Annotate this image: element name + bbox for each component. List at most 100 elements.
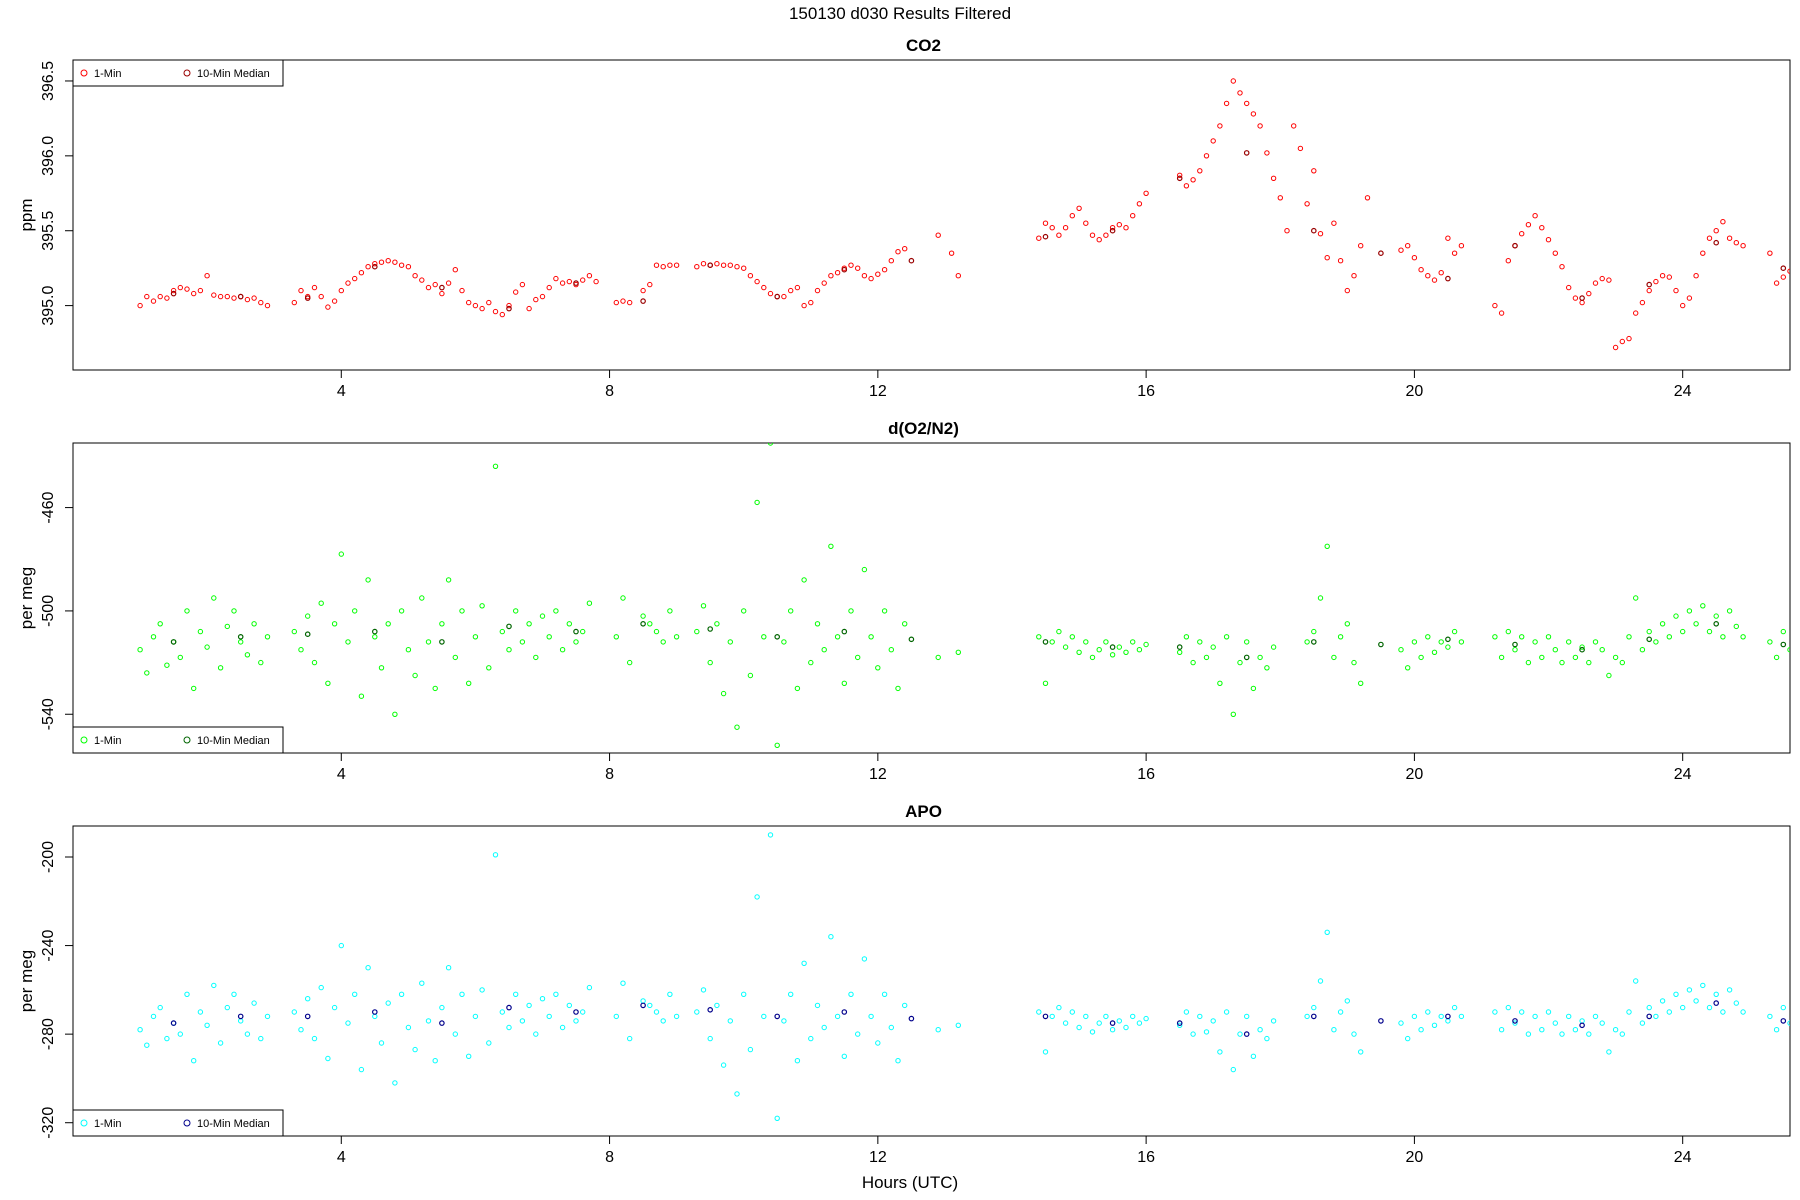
one-min-point [1062,644,1069,650]
median-point [506,623,512,630]
one-min-point [1773,654,1780,661]
one-min-point [1089,232,1096,238]
one-min-point [231,608,237,614]
one-min-point [439,621,445,627]
one-min-point [1270,175,1277,182]
one-min-point [1130,1013,1136,1020]
one-min-point [1519,231,1525,237]
one-min-point [365,577,371,583]
one-min-point [868,1013,874,1020]
one-min-point [1639,299,1646,306]
median-point [908,636,915,643]
one-min-point [137,1027,143,1033]
one-min-point [1177,1022,1183,1029]
one-min-point [855,654,861,661]
one-min-point [841,1053,847,1060]
one-min-point [781,1018,787,1024]
one-min-point [788,287,794,294]
one-min-point [1458,1013,1465,1020]
one-min-point [1042,1049,1049,1055]
one-min-point [1599,275,1605,282]
one-min-point [1062,1020,1069,1026]
one-min-point [1089,654,1096,661]
one-min-point [1237,90,1243,96]
one-min-point [1049,1013,1055,1020]
median-point [371,628,378,635]
one-min-point [620,980,626,986]
one-min-point [238,639,244,645]
one-min-point [902,246,908,252]
one-min-point [1633,978,1639,984]
x-tick-label: 8 [605,766,614,783]
one-min-point [378,1040,385,1046]
one-min-point [834,270,841,276]
x-tick-label: 24 [1674,766,1692,783]
one-min-point [1203,654,1210,661]
one-min-point [1358,243,1364,249]
one-min-point [298,1027,304,1033]
one-min-point [1539,225,1545,231]
one-min-point [1492,634,1498,640]
legend: 1-Min 10-Min Median [72,726,284,754]
one-min-point [559,280,566,286]
one-min-point [1519,1009,1525,1015]
one-min-point [1512,647,1518,653]
one-min-point [1411,255,1418,261]
one-min-point [1270,644,1277,650]
one-min-point [1445,644,1451,650]
one-min-point [224,1004,231,1011]
one-min-point [1545,237,1552,243]
one-min-point [1103,232,1109,238]
one-min-point [1740,634,1746,640]
one-min-point [1780,628,1787,635]
x-tick-label: 16 [1137,766,1155,783]
one-min-point [935,654,941,661]
one-min-point [1545,634,1552,640]
x-tick-label: 4 [337,383,346,400]
one-min-point [1592,1013,1599,1020]
one-min-point [506,302,512,309]
one-min-point [392,259,398,265]
one-min-point [177,284,184,291]
one-min-point [808,659,814,666]
one-min-point [499,1009,505,1015]
one-min-point [834,1013,841,1020]
one-min-point [1056,232,1062,238]
one-min-point [345,1020,351,1026]
one-min-point [224,623,231,630]
one-min-point [1123,649,1129,655]
one-min-point [1116,644,1123,650]
one-min-point [868,634,874,640]
one-min-point [150,1013,157,1020]
one-min-point [1680,1004,1686,1011]
one-min-point [647,621,653,627]
one-min-point [1572,295,1579,301]
one-min-point [761,1013,767,1020]
legend-label-median: 10-Min Median [197,1118,270,1130]
one-min-point [191,685,197,692]
one-min-point [1700,982,1706,989]
one-min-point [191,1058,197,1064]
plot-frame [72,825,1791,1137]
one-min-point [177,654,184,661]
one-min-point [1062,225,1069,231]
one-min-point [533,1031,539,1037]
one-min-point [1257,1027,1263,1033]
one-min-point [1304,201,1310,207]
y-axis: -460 -500 -540 [40,491,74,730]
one-min-point [1096,237,1102,243]
one-min-point [1049,225,1055,231]
one-min-point [774,1115,780,1122]
panel-title: APO [905,802,942,821]
median-point [1176,175,1183,182]
one-min-point [754,894,760,900]
median-point [1646,1013,1653,1020]
one-min-point [1109,652,1116,658]
one-min-point [875,665,881,671]
one-min-point [1291,123,1297,129]
one-min-point [492,463,499,469]
one-min-point [365,264,371,270]
median-point [371,263,378,270]
one-min-point [459,608,465,614]
one-min-point [727,639,733,645]
